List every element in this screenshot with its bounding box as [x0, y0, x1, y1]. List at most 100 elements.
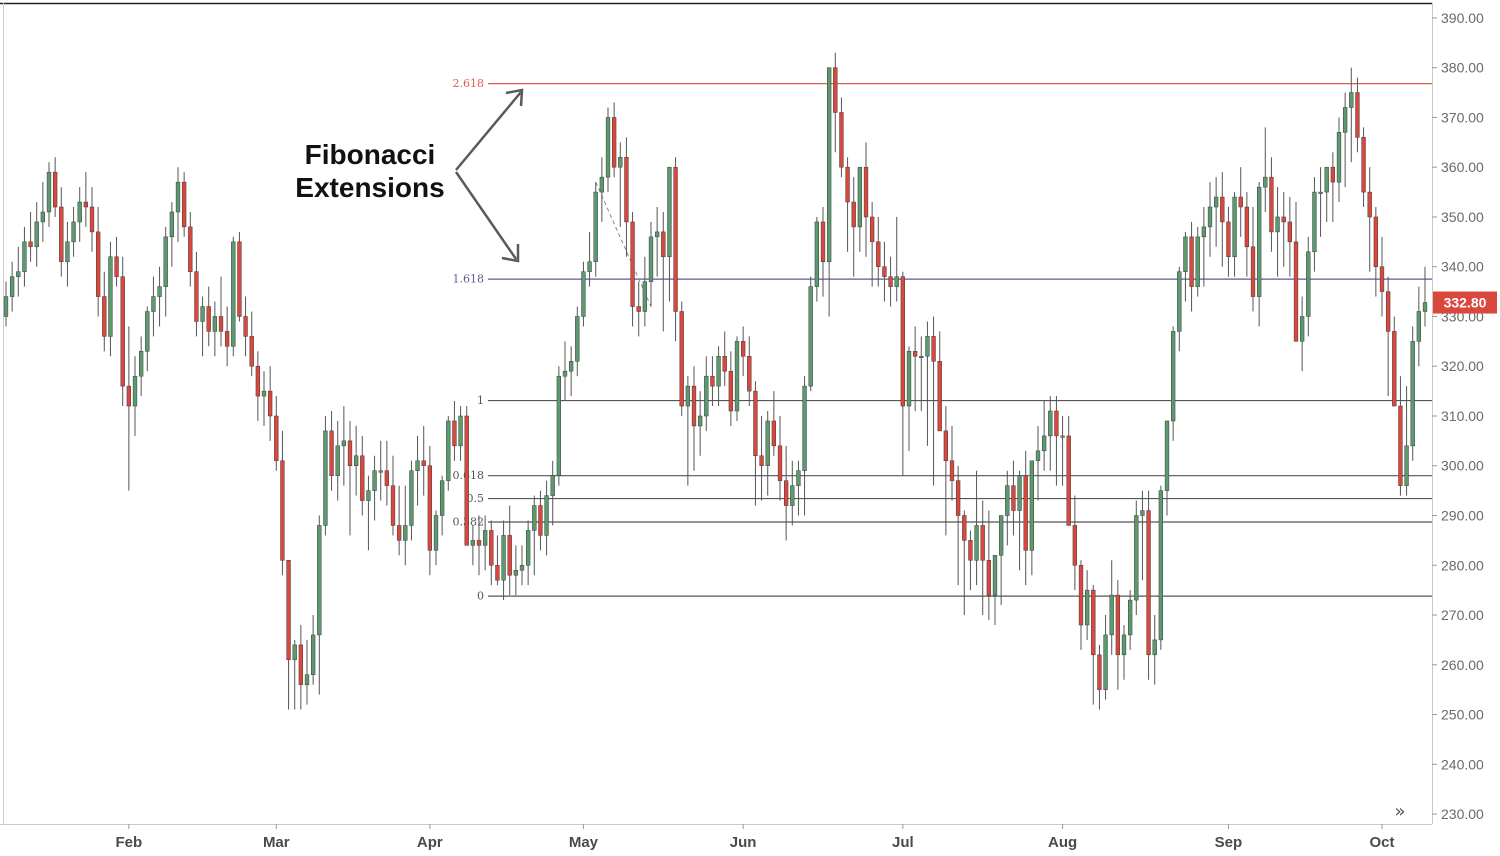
- candle-body-up: [1041, 435, 1047, 452]
- candle: [611, 102, 617, 178]
- candle-body-up: [304, 674, 310, 685]
- candle: [482, 515, 488, 571]
- candle: [396, 485, 402, 556]
- candle-body-down: [347, 440, 353, 466]
- candle: [71, 207, 76, 257]
- candle: [900, 271, 906, 476]
- fib-label-2.618: 2.618: [453, 77, 485, 90]
- candle: [231, 236, 236, 357]
- x-tick-label-sep: Sep: [1215, 834, 1243, 851]
- y-tick-label: 340.00: [1441, 259, 1484, 275]
- candle: [138, 336, 144, 397]
- candle: [16, 246, 21, 297]
- candle: [1281, 192, 1286, 267]
- candle: [1287, 197, 1293, 277]
- candle-body-up: [925, 336, 930, 357]
- candle-body-down: [59, 206, 64, 262]
- candle: [753, 381, 758, 506]
- candle-body-down: [249, 336, 254, 367]
- candle-body-up: [618, 156, 623, 168]
- candle: [857, 166, 863, 252]
- candle-body-up: [501, 535, 506, 581]
- annotation-arrows: [454, 88, 524, 263]
- candle: [1005, 470, 1010, 546]
- candle-body-up: [1324, 166, 1329, 193]
- candle-body-up: [1213, 196, 1219, 208]
- fib-label-0.5: 0.5: [467, 492, 485, 505]
- candle: [360, 435, 365, 516]
- y-tick-label: 390.00: [1441, 10, 1484, 26]
- x-tick-label-feb: Feb: [116, 834, 143, 851]
- y-tick-label: 300.00: [1441, 458, 1484, 474]
- candle-body-down: [740, 341, 746, 357]
- candle-body-up: [1029, 460, 1035, 551]
- candle: [1207, 182, 1213, 257]
- candle-body-up: [132, 375, 138, 407]
- candle-body-up: [697, 415, 703, 427]
- fib-label-1: 1: [477, 394, 484, 407]
- candle-body-up: [169, 211, 175, 238]
- candle-body-up: [593, 191, 598, 262]
- candle-body-up: [1152, 639, 1157, 656]
- scroll-to-latest-button[interactable]: »: [1394, 801, 1406, 822]
- last-price-label: 332.80: [1444, 295, 1487, 311]
- candle: [224, 306, 230, 367]
- candle-body-down: [255, 365, 261, 397]
- candle-body-down: [728, 370, 734, 412]
- candle-body-up: [1207, 206, 1213, 228]
- candle: [1060, 415, 1065, 486]
- y-tick-label: 370.00: [1441, 109, 1484, 125]
- candle: [181, 172, 187, 237]
- candle: [636, 281, 641, 337]
- candle: [446, 415, 451, 491]
- y-tick-label: 230.00: [1441, 806, 1484, 822]
- candle-body-down: [833, 67, 838, 113]
- candle-body-down: [298, 644, 304, 685]
- candle: [151, 276, 156, 337]
- candle-body-up: [261, 390, 267, 397]
- candle-body-down: [507, 535, 512, 576]
- candle-body-up: [1318, 191, 1323, 194]
- candle-body-down: [968, 540, 973, 561]
- candle: [654, 207, 660, 277]
- x-tick-label-aug: Aug: [1048, 834, 1077, 851]
- candle-body-up: [3, 296, 9, 317]
- candle-body-down: [611, 117, 617, 168]
- candle-body-down: [114, 256, 119, 277]
- candle: [765, 411, 770, 496]
- candle: [882, 241, 887, 302]
- candle: [697, 391, 703, 456]
- x-tick-label-apr: Apr: [417, 834, 443, 851]
- candle: [587, 231, 592, 287]
- candle-body-up: [1306, 251, 1311, 317]
- candle-body-down: [126, 385, 132, 407]
- candle-body-down: [937, 361, 942, 432]
- candle: [46, 162, 52, 227]
- y-axis: 390.00380.00370.00360.00350.00340.00330.…: [1432, 10, 1484, 822]
- candle: [1392, 316, 1397, 407]
- candle-body-up: [415, 460, 420, 471]
- candle-body-down: [452, 420, 457, 447]
- candle-body-up: [1103, 634, 1108, 690]
- candle: [255, 351, 261, 421]
- candle-body-down: [280, 460, 285, 561]
- candle: [1103, 615, 1108, 700]
- candle: [519, 545, 525, 586]
- candle: [1355, 77, 1360, 153]
- candle-body-up: [470, 540, 476, 546]
- last-price-marker: 332.80: [1433, 291, 1497, 314]
- candle-body-up: [796, 470, 801, 486]
- y-tick-label: 280.00: [1441, 557, 1484, 573]
- candle: [532, 495, 537, 576]
- candle: [1422, 266, 1428, 327]
- candle: [1213, 177, 1219, 247]
- y-tick-label: 380.00: [1441, 60, 1484, 76]
- candle: [22, 226, 27, 287]
- candle: [347, 420, 353, 536]
- candle-body-down: [1078, 565, 1084, 626]
- candle: [120, 256, 125, 407]
- candle-body-down: [1220, 196, 1225, 223]
- candle-body-down: [28, 241, 33, 248]
- annotation-line-1: Fibonacci: [304, 139, 436, 170]
- candle-body-down: [624, 156, 629, 223]
